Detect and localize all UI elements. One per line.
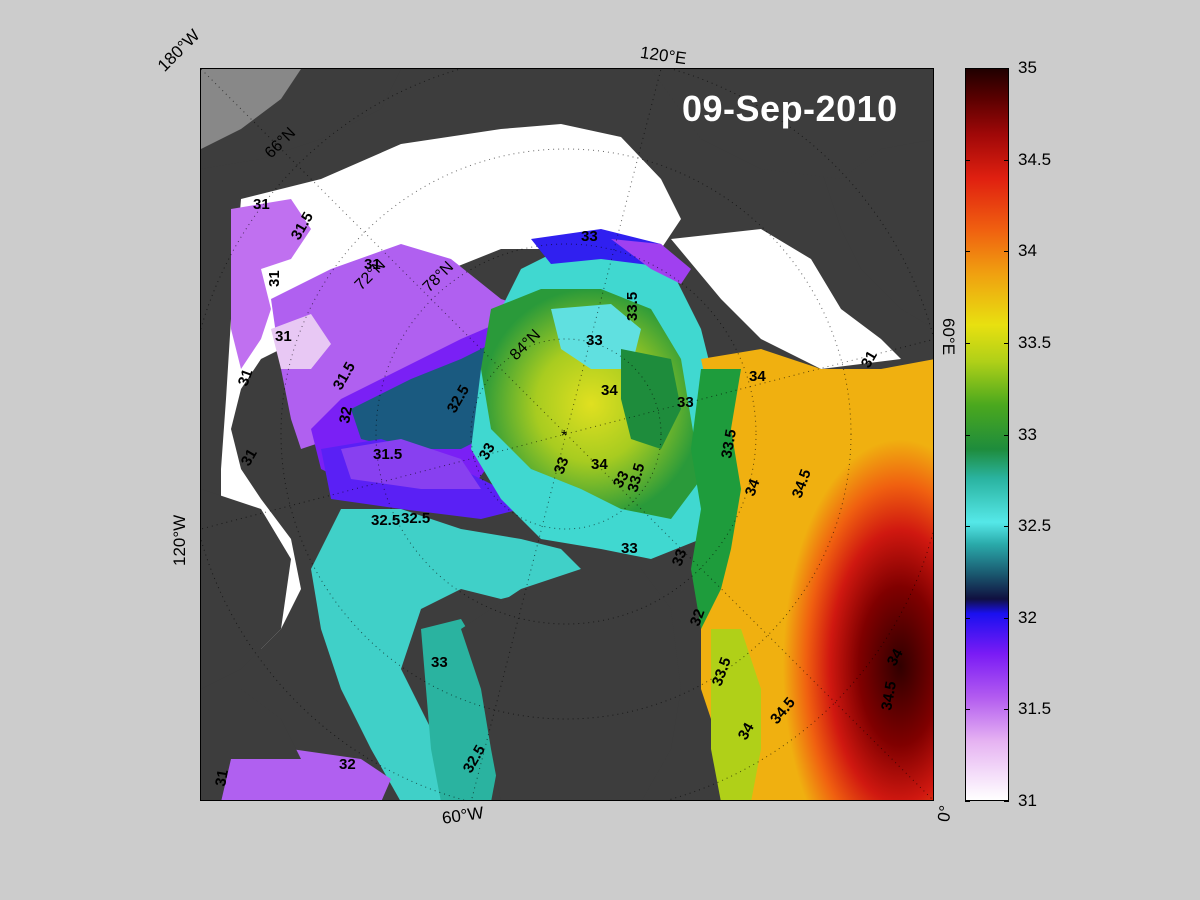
contour-label: 34.5 [878, 680, 900, 712]
colorbar-tick-mark [1004, 68, 1009, 69]
colorbar-tick-mark [1004, 342, 1009, 344]
contour-label: 32 [336, 405, 356, 424]
colorbar-tick-label: 34 [1018, 241, 1037, 261]
fresh-water-region [231, 199, 311, 369]
contour-label: 32.5 [371, 512, 400, 529]
colorbar-tick-mark [1004, 526, 1009, 528]
colorbar-tick-label: 33 [1018, 424, 1037, 444]
colorbar-tick-label: 35 [1018, 58, 1037, 77]
colorbar-tick-label: 31 [1018, 791, 1037, 810]
colorbar-tick-mark [1004, 617, 1009, 619]
lon-label-120w: 120°W [170, 514, 189, 566]
colorbar-tick-mark [1004, 801, 1009, 802]
colorbar-tick-mark [965, 434, 970, 436]
greenland [461, 569, 681, 800]
contour-label: 34 [742, 476, 764, 498]
contour-label: 32 [687, 607, 709, 628]
contour-label: 34 [749, 368, 766, 385]
contour-label: 31 [235, 367, 257, 388]
colorbar-tick-label: 31.5 [1018, 699, 1052, 719]
colorbar-tick-mark [965, 801, 970, 802]
contour-label: 31 [253, 196, 270, 213]
contour-label: 33 [610, 468, 633, 491]
colorbar-tick-label: 34.5 [1018, 149, 1052, 169]
contour-label: 31 [266, 270, 283, 287]
colorbar-tick-label: 33.5 [1018, 332, 1052, 352]
contour-label: 31 [238, 446, 261, 469]
colorbar-tick-label: 32.5 [1018, 516, 1052, 536]
colorbar-tick-mark [1004, 434, 1009, 436]
contour-label: 34 [601, 382, 618, 399]
svg-text:*: * [561, 428, 567, 445]
graticule [201, 69, 933, 800]
lon-label-60e: 60°E [939, 318, 958, 356]
contour-label: 33 [586, 332, 603, 349]
contour-label: 33.5 [718, 428, 740, 460]
colorbar-tick-label: 32 [1018, 607, 1037, 627]
contour-label: 33.5 [624, 461, 648, 494]
contour-label: 34 [735, 719, 758, 743]
salinity-map: * 66°N 72°N 78°N 84°N 31 31.5 31 31 31 3… [200, 68, 934, 801]
contour-label: 33 [677, 394, 694, 411]
colorbar-tick-mark [965, 526, 970, 528]
colorbar-tick-mark [965, 68, 970, 69]
date-label: 09-Sep-2010 [682, 88, 898, 129]
contour-label: 31 [275, 328, 292, 345]
contour-label: 31 [858, 348, 881, 371]
map-svg: * 66°N 72°N 78°N 84°N 31 31.5 31 31 31 3… [201, 69, 933, 800]
lon-label-60w: 60°W [440, 803, 485, 828]
contour-label: 33 [581, 228, 598, 245]
colorbar-tick-mark [965, 709, 970, 711]
contour-label: 33 [621, 540, 638, 557]
contour-label: 34 [591, 456, 608, 473]
contour-label: 31.5 [373, 446, 402, 463]
contour-label: 34 [884, 645, 907, 669]
colorbar-tick-mark [1004, 709, 1009, 711]
contour-label: 33 [551, 455, 573, 476]
lon-label-0: 0° [934, 803, 956, 824]
colorbar [965, 68, 1009, 801]
contour-label: 33 [669, 547, 691, 568]
contour-label: 31 [364, 256, 381, 273]
colorbar-tick-mark [1004, 251, 1009, 253]
contour-label: 31 [212, 768, 232, 787]
colorbar-tick-mark [965, 342, 970, 344]
colorbar-tick-mark [1004, 159, 1009, 161]
colorbar-tick-mark [965, 159, 970, 161]
contour-label: 32.5 [401, 510, 430, 527]
lon-label-120e: 120°E [638, 42, 688, 69]
contour-label: 32 [339, 756, 356, 773]
contour-label: 33.5 [624, 292, 641, 321]
lon-label-180w: 180°W [153, 25, 204, 76]
contour-label: 33 [476, 440, 499, 463]
colorbar-tick-mark [965, 251, 970, 253]
contour-label: 33 [431, 654, 448, 671]
colorbar-tick-mark [965, 617, 970, 619]
